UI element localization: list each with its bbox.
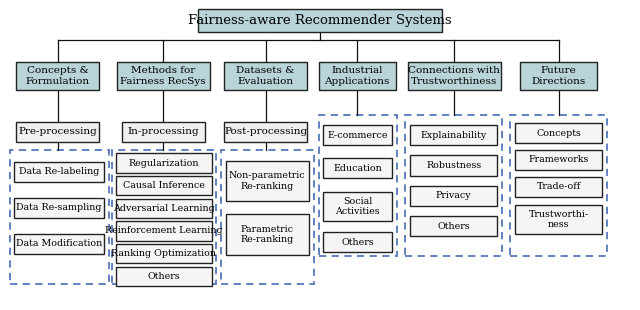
FancyBboxPatch shape <box>410 216 497 236</box>
Text: Others: Others <box>342 238 374 247</box>
Text: Post-processing: Post-processing <box>224 127 307 136</box>
Text: Methods for
Fairness RecSys: Methods for Fairness RecSys <box>120 66 206 86</box>
FancyBboxPatch shape <box>116 62 210 90</box>
Text: In-processing: In-processing <box>127 127 199 136</box>
Text: Robustness: Robustness <box>426 161 481 170</box>
FancyBboxPatch shape <box>410 155 497 175</box>
Text: Industrial
Applications: Industrial Applications <box>324 66 390 86</box>
Text: Reinforcement Learning: Reinforcement Learning <box>105 227 223 236</box>
FancyBboxPatch shape <box>323 158 392 178</box>
Text: Ranking Optimization: Ranking Optimization <box>111 249 216 258</box>
FancyBboxPatch shape <box>122 122 205 142</box>
FancyBboxPatch shape <box>515 150 602 170</box>
FancyBboxPatch shape <box>16 62 99 90</box>
FancyBboxPatch shape <box>16 122 99 142</box>
Text: Frameworks: Frameworks <box>529 155 589 164</box>
Text: Regularization: Regularization <box>129 158 199 167</box>
FancyBboxPatch shape <box>116 267 212 286</box>
Text: Data Modification: Data Modification <box>16 239 102 248</box>
Text: Future
Directions: Future Directions <box>532 66 586 86</box>
FancyBboxPatch shape <box>408 62 500 90</box>
FancyBboxPatch shape <box>323 232 392 252</box>
FancyBboxPatch shape <box>224 62 307 90</box>
FancyBboxPatch shape <box>14 234 104 254</box>
Text: Causal Inference: Causal Inference <box>123 181 205 190</box>
Text: Data Re-labeling: Data Re-labeling <box>19 167 99 176</box>
Text: Datasets &
Evaluation: Datasets & Evaluation <box>236 66 295 86</box>
FancyBboxPatch shape <box>515 205 602 234</box>
Text: Concepts &
Formulation: Concepts & Formulation <box>26 66 90 86</box>
FancyBboxPatch shape <box>520 62 597 90</box>
Text: E-commerce: E-commerce <box>328 131 388 140</box>
FancyBboxPatch shape <box>226 214 309 255</box>
FancyBboxPatch shape <box>116 244 212 264</box>
Text: Data Re-sampling: Data Re-sampling <box>17 203 102 212</box>
Text: Pre-processing: Pre-processing <box>18 127 97 136</box>
FancyBboxPatch shape <box>319 62 396 90</box>
FancyBboxPatch shape <box>224 122 307 142</box>
Text: Fairness-aware Recommender Systems: Fairness-aware Recommender Systems <box>188 14 452 27</box>
FancyBboxPatch shape <box>116 221 212 241</box>
Text: Non-parametric
Re-ranking: Non-parametric Re-ranking <box>229 171 305 191</box>
Text: Others: Others <box>438 222 470 231</box>
FancyBboxPatch shape <box>515 123 602 143</box>
Text: Explainability: Explainability <box>420 131 487 140</box>
FancyBboxPatch shape <box>116 153 212 173</box>
Text: Trustworthi-
ness: Trustworthi- ness <box>529 210 589 229</box>
Text: Education: Education <box>333 164 382 173</box>
FancyBboxPatch shape <box>226 161 309 201</box>
Text: Concepts: Concepts <box>536 129 581 138</box>
FancyBboxPatch shape <box>14 162 104 182</box>
Text: Others: Others <box>148 272 180 281</box>
FancyBboxPatch shape <box>410 125 497 145</box>
Text: Social
Activities: Social Activities <box>335 197 380 216</box>
FancyBboxPatch shape <box>410 186 497 206</box>
Text: Privacy: Privacy <box>436 191 472 200</box>
FancyBboxPatch shape <box>116 176 212 195</box>
FancyBboxPatch shape <box>116 199 212 218</box>
Text: Trade-off: Trade-off <box>536 182 581 191</box>
FancyBboxPatch shape <box>323 192 392 221</box>
FancyBboxPatch shape <box>323 125 392 145</box>
FancyBboxPatch shape <box>515 177 602 197</box>
Text: Connections with
Trustworthiness: Connections with Trustworthiness <box>408 66 500 86</box>
Text: Adversarial Learning: Adversarial Learning <box>113 204 214 213</box>
FancyBboxPatch shape <box>14 197 104 218</box>
Text: Parametric
Re-ranking: Parametric Re-ranking <box>241 225 294 244</box>
FancyBboxPatch shape <box>198 8 442 32</box>
